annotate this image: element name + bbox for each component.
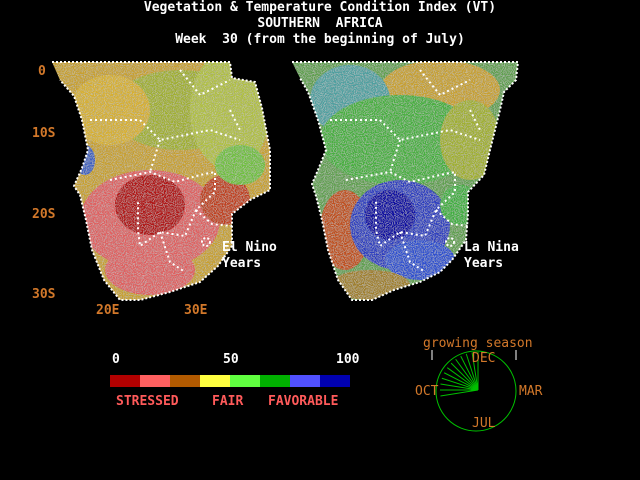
season-week-tick [455, 358, 479, 391]
lon-label-30e: 30E [184, 303, 208, 318]
scale-fair: FAIR [212, 394, 244, 409]
lon-label-20e: 20E [96, 303, 120, 318]
lat-label-20s: 20S [32, 207, 56, 222]
title-line-1: Vegetation & Temperature Condition Index… [143, 0, 497, 15]
scale-swatch-4 [230, 375, 260, 387]
season-week-tick [465, 353, 479, 391]
season-week-tick [443, 372, 479, 391]
el-nino-label: El Nino [222, 240, 277, 255]
title-line-2: SOUTHERN AFRICA [257, 16, 383, 31]
season-week-tick [440, 383, 479, 391]
season-week-tick [441, 377, 479, 391]
scale-swatch-6 [290, 375, 320, 387]
season-week-tick [440, 389, 479, 397]
scale-max: 100 [336, 352, 360, 367]
lat-label-10s: 10S [32, 126, 56, 141]
scale-min: 0 [112, 352, 120, 367]
month-jul: JUL [472, 416, 496, 431]
scale-mid: 50 [223, 352, 239, 367]
la-nina-label: La Nina [464, 240, 519, 255]
scale-favorable: FAVORABLE [268, 394, 339, 409]
month-dec: DEC [472, 351, 496, 366]
lat-label-0: 0 [38, 64, 46, 79]
month-oct: OCT [415, 384, 439, 399]
scale-swatch-0 [110, 375, 140, 387]
scale-swatch-7 [320, 375, 350, 387]
season-week-tick [460, 355, 479, 391]
lat-label-30s: 30S [32, 287, 56, 302]
la-nina-sublabel: Years [464, 256, 504, 271]
el-nino-sublabel: Years [222, 256, 262, 271]
growing-season-title: growing season [423, 336, 533, 351]
scale-swatch-5 [260, 375, 290, 387]
title-line-3: Week 30 (from the beginning of July) [175, 32, 465, 47]
season-week-tick [446, 367, 479, 391]
season-week-tick [471, 352, 479, 391]
scale-swatch-3 [200, 375, 230, 387]
scale-stressed: STRESSED [116, 394, 179, 409]
season-week-tick [450, 362, 479, 391]
scale-swatch-1 [140, 375, 170, 387]
month-mar: MAR [519, 384, 543, 399]
scale-swatch-2 [170, 375, 200, 387]
